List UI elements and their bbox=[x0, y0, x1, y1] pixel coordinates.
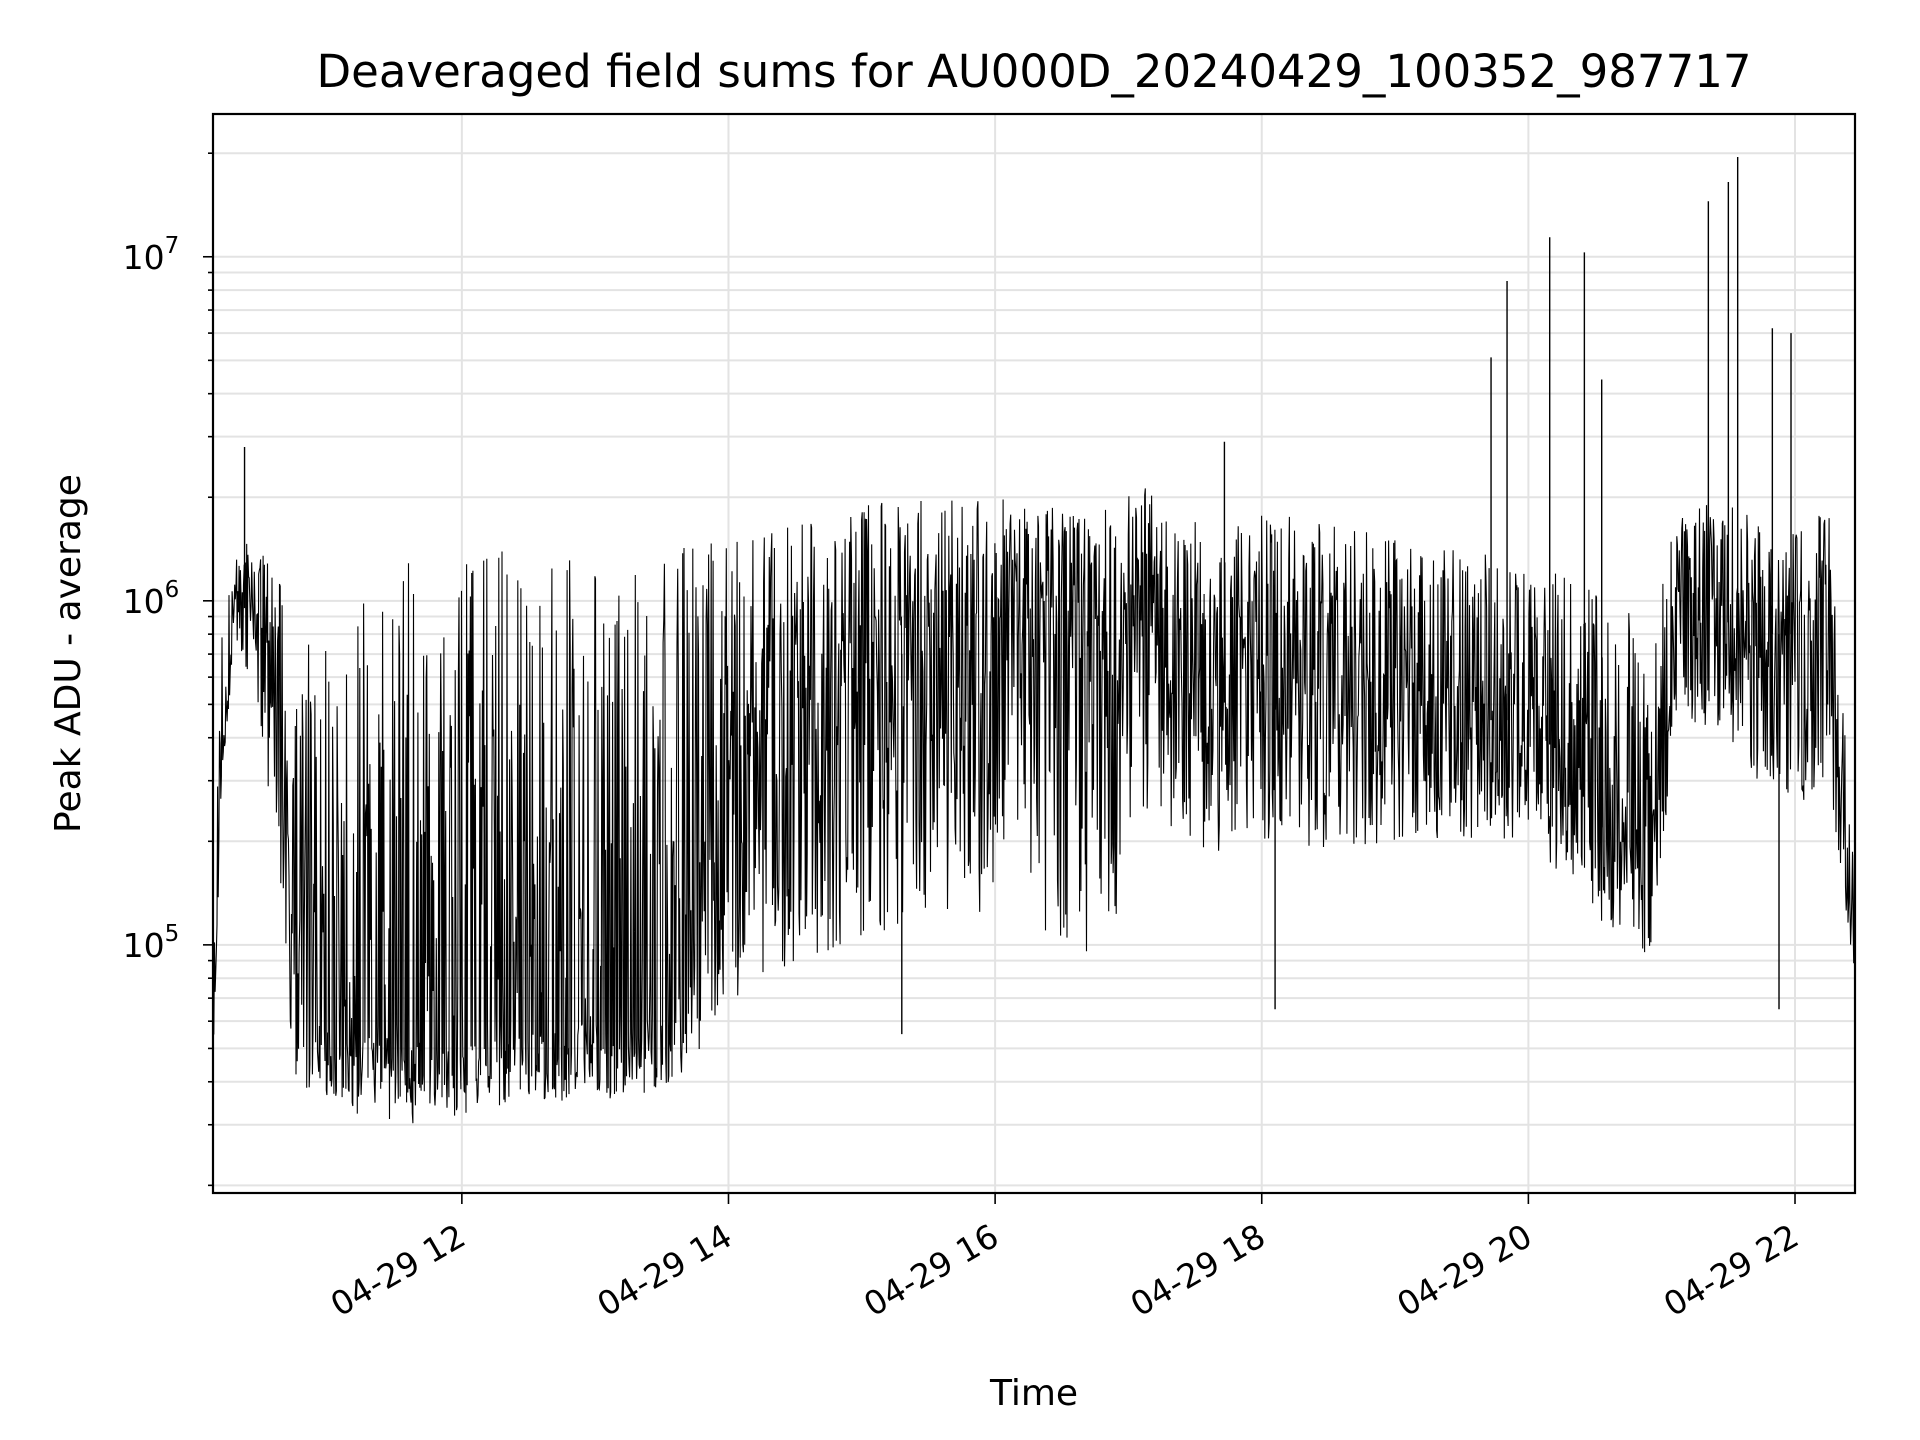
y-axis-label: Peak ADU - average bbox=[48, 474, 89, 833]
x-axis-label: Time bbox=[989, 1373, 1078, 1414]
chart-title: Deaveraged field sums for AU000D_2024042… bbox=[317, 45, 1752, 98]
